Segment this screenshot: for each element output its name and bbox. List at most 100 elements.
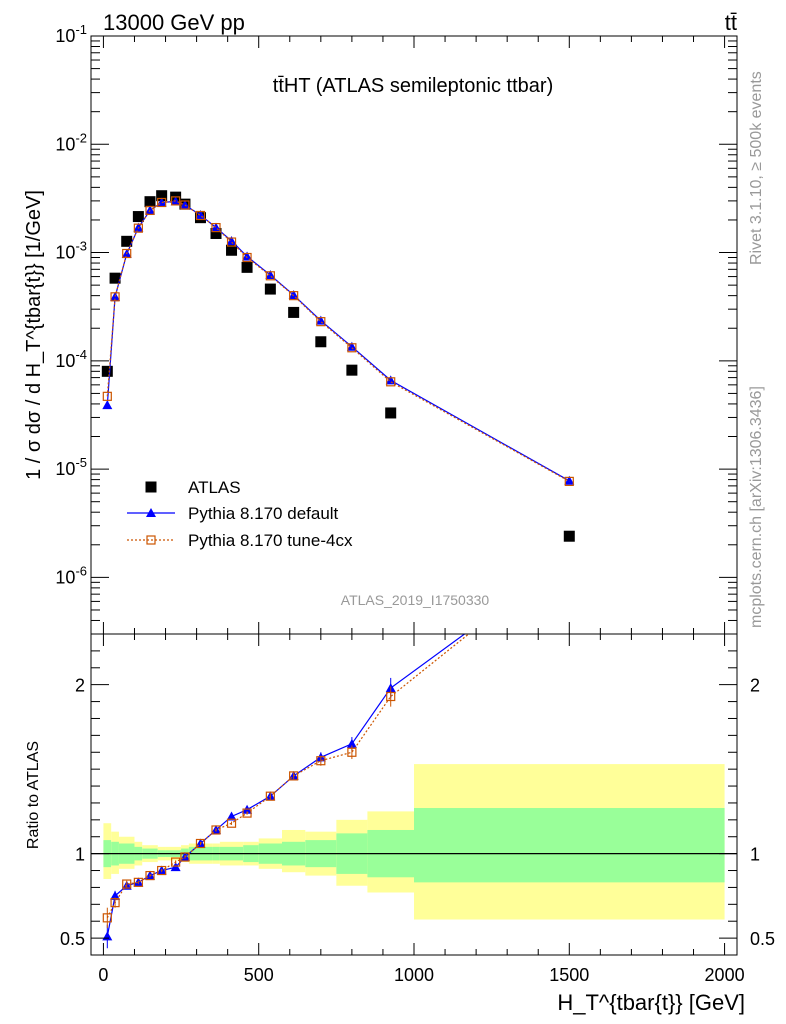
- ratio-ytick-label: 0.5: [60, 929, 85, 949]
- data-point: [109, 272, 121, 284]
- data-point: [347, 343, 357, 353]
- ratio-xtick-label: 1500: [549, 965, 589, 985]
- ratio-point: [386, 691, 396, 702]
- data-point: [211, 223, 221, 233]
- ratio-point: [265, 791, 275, 801]
- ratio-series-1: [102, 634, 470, 928]
- ratio-point: [211, 825, 221, 835]
- data-point: [242, 251, 253, 261]
- ratio-line: [106, 634, 470, 919]
- data-point: [171, 196, 181, 206]
- data-point: [241, 261, 253, 273]
- green-band: [414, 808, 725, 883]
- data-point: [145, 205, 156, 215]
- legend-marker: [146, 535, 156, 545]
- data-point: [265, 271, 275, 281]
- data-point: [226, 237, 237, 247]
- data-point: [315, 315, 326, 325]
- series-1: [102, 196, 575, 485]
- series-line: [106, 200, 570, 482]
- ratio-point: [102, 913, 112, 923]
- data-point: [144, 196, 156, 208]
- ratio-ylabel: Ratio to ATLAS: [25, 741, 42, 849]
- ratio-xtick-label: 500: [244, 965, 274, 985]
- ratio-point: [122, 879, 132, 889]
- series-0: [101, 190, 575, 542]
- legend-label: Pythia 8.170 default: [188, 504, 339, 523]
- data-point: [101, 365, 113, 377]
- analysis-id: ATLAS_2019_I1750330: [341, 592, 490, 608]
- ratio-point: [242, 808, 252, 818]
- ratio-ytick-label: 1: [75, 845, 85, 865]
- data-point: [102, 391, 112, 401]
- ratio-ytick-label-right: 0.5: [750, 929, 775, 949]
- data-point: [132, 211, 144, 223]
- data-point: [122, 248, 132, 259]
- main-ytick-label: 10-3: [55, 239, 87, 263]
- ratio-point: [133, 877, 143, 887]
- data-point: [564, 475, 575, 485]
- data-point: [110, 292, 120, 302]
- main-ytick-label: 10-6: [55, 563, 87, 587]
- data-point: [242, 252, 252, 263]
- main-panel: 10-6 10-5 10-4 10-3 10-2 10-1 tt̄HT (ATLAS se…: [23, 22, 738, 635]
- data-point: [346, 341, 357, 351]
- data-point: [102, 400, 113, 410]
- data-point: [180, 200, 190, 210]
- ratio-ytick-label-right: 2: [750, 676, 760, 696]
- ratio-point: [195, 838, 206, 849]
- data-point: [346, 364, 358, 376]
- ratio-point: [110, 890, 121, 900]
- data-point: [133, 223, 143, 233]
- data-point: [316, 317, 326, 327]
- data-point: [385, 375, 396, 385]
- data-point: [156, 190, 168, 202]
- data-point: [226, 244, 238, 256]
- data-point: [288, 306, 300, 318]
- series-2: [102, 196, 574, 486]
- data-point: [121, 235, 133, 247]
- data-point: [264, 283, 276, 295]
- data-point: [226, 235, 237, 245]
- legend-marker: [146, 508, 156, 517]
- data-point: [315, 336, 327, 348]
- ratio-xtick-label: 2000: [705, 965, 745, 985]
- legend-label: Pythia 8.170 tune-4cx: [188, 531, 353, 550]
- ratio-point: [180, 852, 190, 862]
- series-line: [106, 200, 570, 482]
- data-point: [157, 197, 167, 208]
- header-left: 13000 GeV pp: [103, 10, 245, 35]
- ratio-point: [145, 870, 155, 881]
- ratio-ytick-label: 2: [75, 676, 85, 696]
- mcplots-label: mcplots.cern.ch [arXiv:1306.3436]: [748, 386, 765, 628]
- legend: ATLAS Pythia 8.170 default Pythia 8.170 tu…: [127, 478, 353, 550]
- data-point: [288, 290, 299, 300]
- legend-marker: [145, 481, 157, 493]
- ratio-point: [102, 931, 113, 941]
- ratio-xtick-label: 1000: [394, 965, 434, 985]
- data-point: [210, 227, 222, 239]
- ratio-point: [171, 857, 181, 867]
- ratio-point: [226, 811, 237, 821]
- data-point: [563, 530, 575, 542]
- legend-label: ATLAS: [188, 478, 241, 497]
- ratio-point: [346, 738, 357, 748]
- main-ylabel: 1 / σ dσ / d H_T^{tbar{t}} [1/GeV]: [23, 190, 45, 480]
- data-point: [265, 270, 276, 280]
- ratio-ytick-label-right: 1: [750, 845, 760, 865]
- data-point: [179, 199, 190, 209]
- data-point: [385, 407, 397, 419]
- data-point: [564, 476, 574, 486]
- ratio-xtick-label: 0: [98, 965, 108, 985]
- x-axis-label: H_T^{tbar{t}} [GeV]: [557, 990, 745, 1015]
- data-point: [195, 210, 206, 221]
- main-ytick-label: 10-2: [55, 130, 87, 154]
- main-ytick-label: 10-1: [55, 22, 87, 46]
- data-point: [289, 291, 299, 301]
- rivet-label: Rivet 3.1.10, ≥ 500k events: [748, 71, 765, 265]
- header-right: tt̄: [725, 10, 737, 35]
- ratio-point: [157, 865, 167, 876]
- data-point: [386, 377, 396, 387]
